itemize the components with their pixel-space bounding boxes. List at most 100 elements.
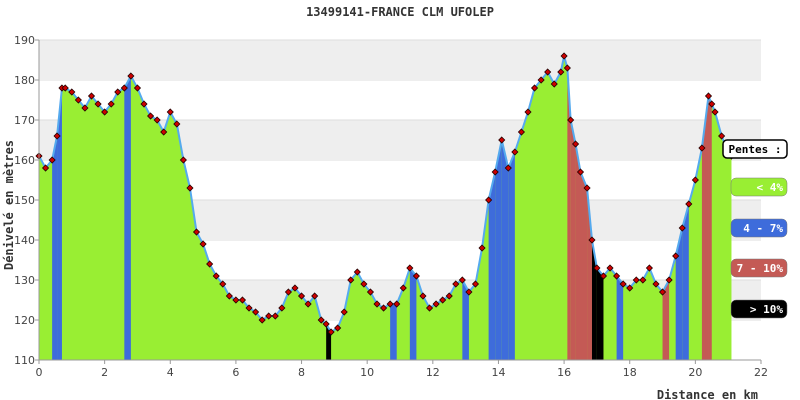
data-point <box>550 80 558 88</box>
y-tick-label: 180 <box>14 74 35 87</box>
slope-segment <box>495 140 502 360</box>
slope-segment <box>52 136 58 360</box>
y-tick-label: 110 <box>14 354 35 367</box>
y-tick-label: 150 <box>14 194 35 207</box>
data-point <box>537 76 545 84</box>
slope-segment <box>57 88 62 360</box>
data-point <box>672 252 680 260</box>
x-tick-label: 22 <box>754 366 768 379</box>
data-point <box>107 100 115 108</box>
x-tick-label: 16 <box>557 366 571 379</box>
data-point <box>238 296 247 304</box>
x-tick-labels: 0 2 4 6 8 10 12 14 16 18 20 22 <box>36 360 768 379</box>
data-point <box>588 236 596 244</box>
legend-swatch <box>730 218 788 238</box>
slope-segment <box>409 268 417 360</box>
slope-segment <box>596 268 604 360</box>
data-point <box>478 244 486 252</box>
data-point <box>74 96 82 104</box>
data-point <box>639 276 647 284</box>
data-point <box>166 108 174 116</box>
data-point <box>583 184 591 192</box>
data-point <box>360 280 368 288</box>
legend-title: Pentes : <box>729 143 782 156</box>
data-point <box>517 128 525 136</box>
data-point <box>140 100 148 108</box>
data-point <box>153 116 161 124</box>
data-point <box>619 280 627 288</box>
slope-segment <box>580 172 588 360</box>
data-point <box>61 84 69 92</box>
data-point <box>94 100 102 108</box>
data-point <box>704 92 713 100</box>
data-point <box>114 88 122 96</box>
data-point <box>284 288 292 296</box>
data-point <box>491 168 499 176</box>
data-point <box>544 68 552 76</box>
data-point <box>678 224 686 232</box>
data-point <box>252 308 260 316</box>
data-point <box>504 164 512 172</box>
y-axis-label: Dénivelé en mètres <box>2 140 16 270</box>
x-tick-label: 0 <box>36 366 43 379</box>
x-tick-label: 8 <box>298 366 305 379</box>
data-point <box>232 296 240 304</box>
legend-title-box <box>722 139 788 159</box>
data-point <box>278 304 286 312</box>
data-point <box>87 92 96 100</box>
data-point <box>206 260 214 268</box>
legend-label: 4 - 7% <box>743 222 783 235</box>
data-point <box>458 276 466 284</box>
data-point <box>613 272 621 280</box>
data-point <box>557 68 565 76</box>
data-point <box>698 144 706 152</box>
elevation-area <box>39 56 732 360</box>
data-point <box>334 324 342 332</box>
data-point <box>485 196 493 204</box>
data-point <box>291 284 299 292</box>
data-point <box>632 276 640 284</box>
data-point <box>386 300 394 308</box>
data-point <box>452 280 460 288</box>
data-point <box>708 100 716 108</box>
data-point <box>53 132 61 140</box>
data-point <box>425 304 434 312</box>
data-point <box>192 228 201 236</box>
data-point <box>101 108 109 116</box>
data-point <box>173 120 181 128</box>
slope-segment <box>616 276 624 360</box>
x-tick-label: 2 <box>101 366 108 379</box>
data-point <box>327 328 335 336</box>
data-point <box>245 304 253 312</box>
y-tick-label: 170 <box>14 114 35 127</box>
slope-segment <box>462 280 469 360</box>
data-point <box>41 164 50 172</box>
data-point <box>219 280 227 288</box>
data-point <box>626 284 634 292</box>
slope-segment <box>488 172 496 360</box>
data-point <box>419 292 427 300</box>
slope-segment <box>390 304 397 360</box>
data-point <box>406 264 414 272</box>
data-point <box>593 264 601 272</box>
y-tick-label: 160 <box>14 154 35 167</box>
legend-label: < 4% <box>757 181 784 194</box>
data-point <box>530 84 539 92</box>
slope-segment <box>662 280 670 360</box>
data-point <box>120 84 128 92</box>
data-point <box>380 304 388 312</box>
data-point <box>691 176 699 184</box>
chart-title: 13499141-FRANCE CLM UFOLEP <box>306 5 494 19</box>
y-tick-label: 120 <box>14 314 35 327</box>
legend-swatch <box>730 258 788 278</box>
data-point <box>606 264 614 272</box>
slope-segment <box>570 120 576 360</box>
data-point <box>412 272 420 280</box>
data-point <box>652 280 660 288</box>
point-markers <box>35 52 736 336</box>
data-point <box>465 288 473 296</box>
data-point <box>304 300 312 308</box>
slope-segment <box>682 204 689 360</box>
slope-legend: Pentes : < 4% 4 - 7% 7 - 10% > 10% <box>722 139 788 319</box>
x-tick-label: 20 <box>688 366 702 379</box>
